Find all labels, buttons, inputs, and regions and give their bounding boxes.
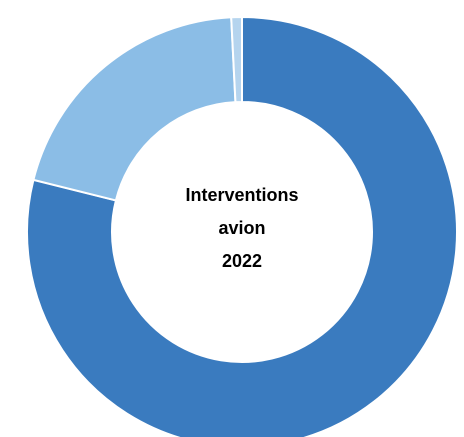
- donut-slices: [26, 15, 458, 437]
- donut-slice-3: [230, 15, 243, 104]
- center-label-line-1: Interventions: [185, 185, 298, 205]
- donut-slice-2: [32, 16, 237, 202]
- donut-slice-1: [26, 15, 458, 437]
- center-label-line-2: avion: [218, 218, 265, 238]
- center-label-line-3: 2022: [222, 251, 262, 271]
